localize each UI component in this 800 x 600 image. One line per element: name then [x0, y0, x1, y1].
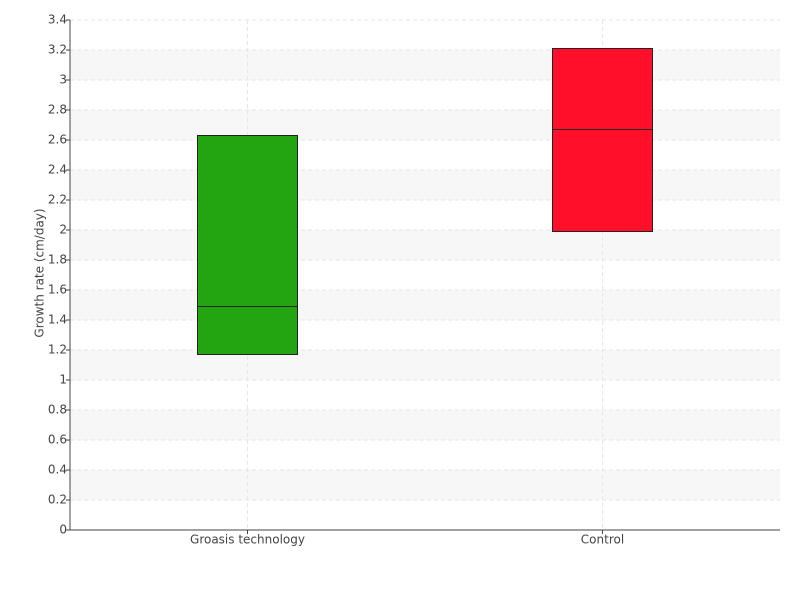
y-tick-label: 2.4	[48, 163, 67, 177]
y-tick-label: 2.8	[48, 103, 67, 117]
y-tick-label: 2.6	[48, 133, 67, 147]
grid-band	[70, 290, 780, 320]
x-tick-label: Control	[581, 533, 624, 547]
box	[552, 48, 653, 232]
y-tick-label: 1	[59, 373, 67, 387]
y-tick-label: 1.8	[48, 253, 67, 267]
y-tick-label: 2.2	[48, 193, 67, 207]
x-tick-label: Groasis technology	[190, 533, 305, 547]
y-axis-label: Growth rate (cm/day)	[33, 208, 47, 337]
box	[197, 135, 298, 355]
y-tick-label: 2	[59, 223, 67, 237]
grid-band	[70, 230, 780, 260]
grid-band	[70, 410, 780, 440]
y-tick-label: 0.2	[48, 493, 67, 507]
grid-band	[70, 350, 780, 380]
y-tick-label: 1.6	[48, 283, 67, 297]
y-tick-label: 0.6	[48, 433, 67, 447]
y-tick-label: 3.2	[48, 43, 67, 57]
y-tick-label: 3	[59, 73, 67, 87]
grid-band	[70, 170, 780, 200]
grid-band	[70, 110, 780, 140]
y-tick-label: 1.2	[48, 343, 67, 357]
y-tick-label: 3.4	[48, 13, 67, 27]
grid-band	[70, 50, 780, 80]
grid-band	[70, 470, 780, 500]
y-tick-label: 0.8	[48, 403, 67, 417]
y-tick-label: 1.4	[48, 313, 67, 327]
y-tick-label: 0.4	[48, 463, 67, 477]
y-tick-label: 0	[59, 523, 67, 537]
